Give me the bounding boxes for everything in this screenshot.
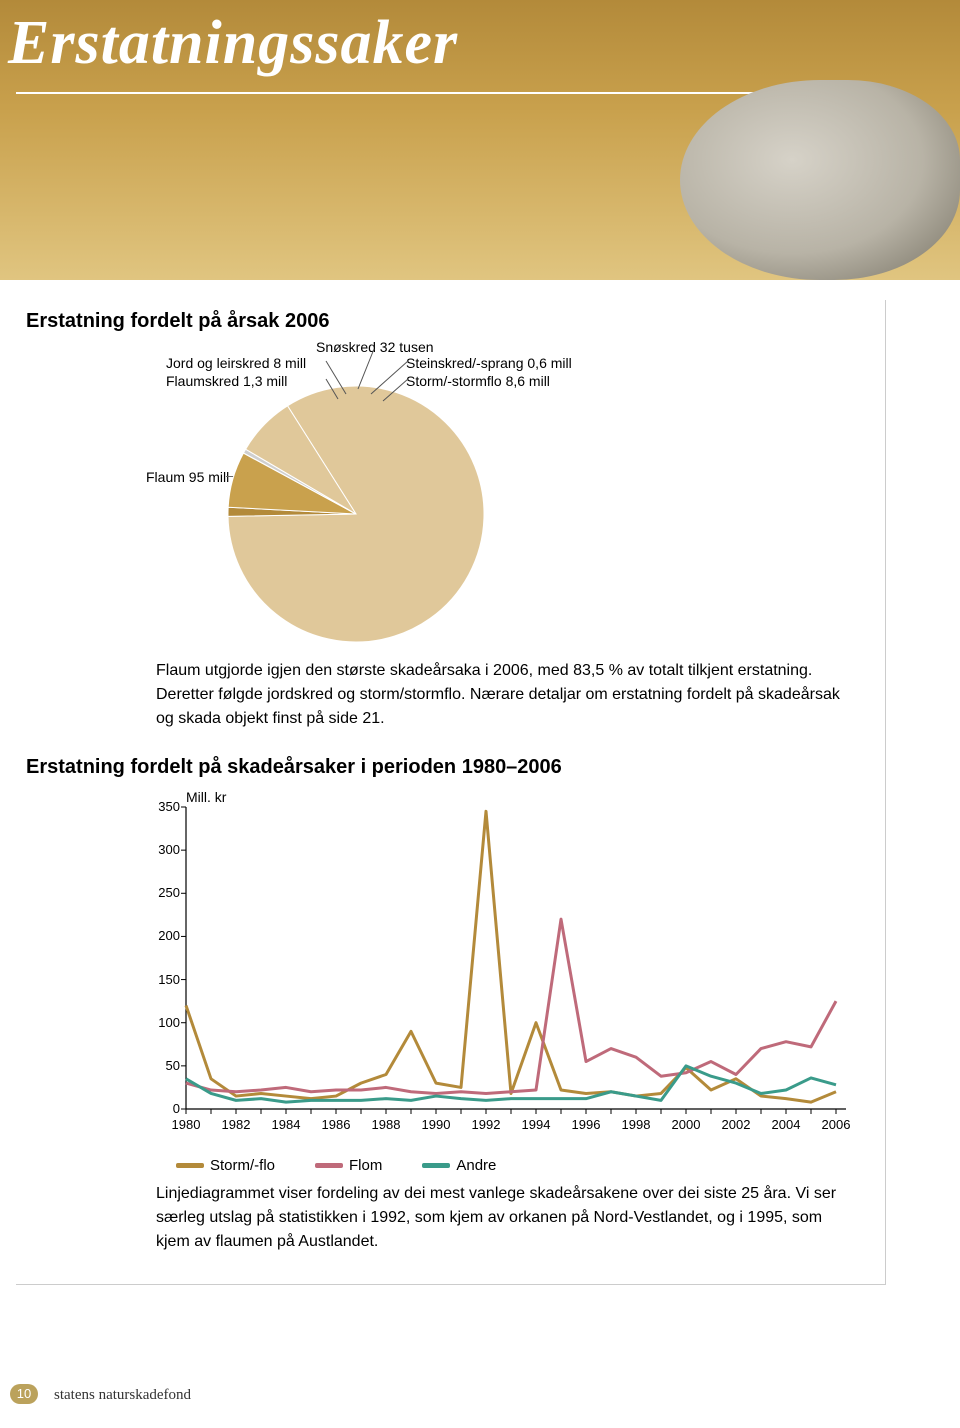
- pie-section-title: Erstatning fordelt på årsak 2006: [26, 310, 855, 333]
- x-tick-label: 1986: [316, 1117, 356, 1132]
- x-tick-label: 1988: [366, 1117, 406, 1132]
- pie-chart: [26, 339, 826, 649]
- x-tick-label: 1996: [566, 1117, 606, 1132]
- y-tick-label: 0: [150, 1101, 180, 1116]
- x-tick-label: 2004: [766, 1117, 806, 1132]
- legend-label: Andre: [456, 1157, 496, 1174]
- x-tick-label: 2002: [716, 1117, 756, 1132]
- x-tick-label: 1990: [416, 1117, 456, 1132]
- x-tick-label: 1992: [466, 1117, 506, 1132]
- header-band: Erstatningssaker: [0, 0, 960, 280]
- legend-swatch: [315, 1163, 343, 1168]
- x-tick-label: 1984: [266, 1117, 306, 1132]
- page-number: 10: [10, 1384, 38, 1404]
- legend-item-andre: Andre: [422, 1157, 496, 1174]
- line-chart-area: Mill. kr 050100150200250300350 198019821…: [146, 789, 960, 1149]
- legend-swatch: [176, 1163, 204, 1168]
- y-tick-label: 200: [150, 928, 180, 943]
- line-caption: Linjediagrammet viser fordeling av dei m…: [156, 1182, 855, 1254]
- x-tick-label: 1998: [616, 1117, 656, 1132]
- line-chart: [146, 789, 866, 1149]
- y-tick-label: 100: [150, 1015, 180, 1030]
- footer-text: statens naturskadefond: [54, 1387, 191, 1404]
- decorative-stone-image: [680, 80, 960, 280]
- x-tick-label: 2000: [666, 1117, 706, 1132]
- line-legend: Storm/-flo Flom Andre: [176, 1157, 855, 1174]
- y-tick-label: 250: [150, 885, 180, 900]
- pie-chart-area: Snøskred 32 tusen Jord og leirskred 8 mi…: [26, 339, 826, 649]
- y-tick-label: 50: [150, 1058, 180, 1073]
- page-title: Erstatningssaker: [8, 8, 458, 79]
- y-tick-label: 350: [150, 799, 180, 814]
- y-tick-label: 150: [150, 972, 180, 987]
- y-tick-label: 300: [150, 842, 180, 857]
- x-tick-label: 1982: [216, 1117, 256, 1132]
- line-section-title: Erstatning fordelt på skadeårsaker i per…: [26, 756, 855, 779]
- legend-label: Storm/-flo: [210, 1157, 275, 1174]
- legend-item-flom: Flom: [315, 1157, 382, 1174]
- legend-swatch: [422, 1163, 450, 1168]
- x-tick-label: 1980: [166, 1117, 206, 1132]
- legend-label: Flom: [349, 1157, 382, 1174]
- pie-body-text: Flaum utgjorde igjen den største skadeår…: [156, 659, 855, 731]
- x-tick-label: 2006: [816, 1117, 856, 1132]
- x-tick-label: 1994: [516, 1117, 556, 1132]
- content-frame: Erstatning fordelt på årsak 2006 Snøskre…: [16, 300, 886, 1285]
- legend-item-storm: Storm/-flo: [176, 1157, 275, 1174]
